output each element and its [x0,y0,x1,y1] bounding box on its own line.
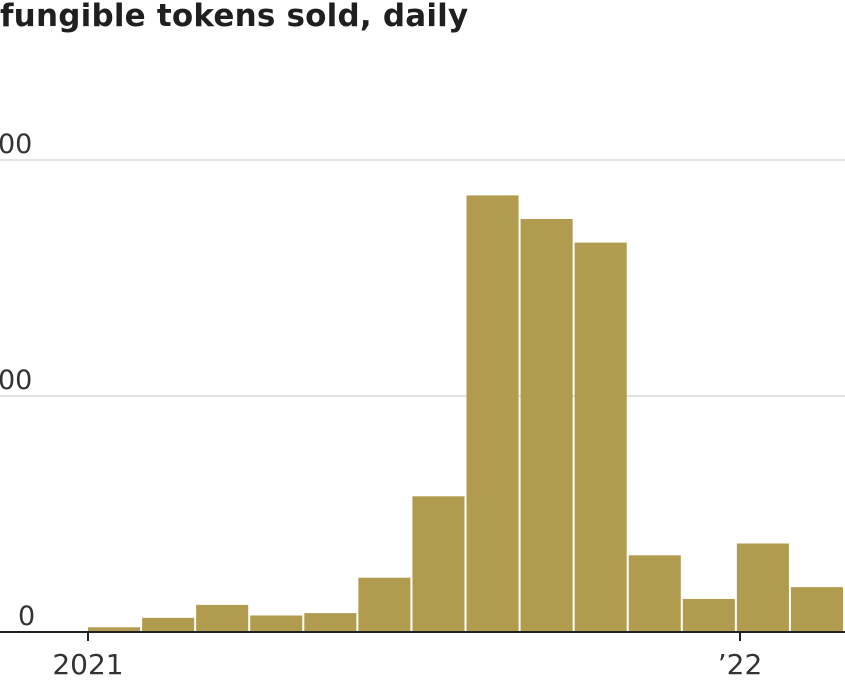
x-tick-label: ’22 [718,648,763,681]
bar [358,577,411,632]
y-tick-label: 0 [18,601,35,632]
bar [412,496,465,632]
bar [250,615,303,632]
chart-title: fungible tokens sold, daily [0,0,469,34]
bar [682,598,735,632]
bar [304,613,357,632]
gridlines [0,159,845,397]
bar [790,587,843,632]
bar [196,604,249,632]
bar [466,195,519,632]
x-tick-label: 2021 [52,648,123,681]
x-tick-labels: 2021 ’22 [52,632,762,681]
bar [88,627,141,632]
bars [88,195,843,632]
bar [574,242,627,632]
y-tick-label: 00 [0,365,32,396]
bar [520,219,573,632]
bar [142,617,195,632]
bar [628,555,681,632]
y-tick-label: 00 [0,129,32,160]
bar [736,543,789,632]
